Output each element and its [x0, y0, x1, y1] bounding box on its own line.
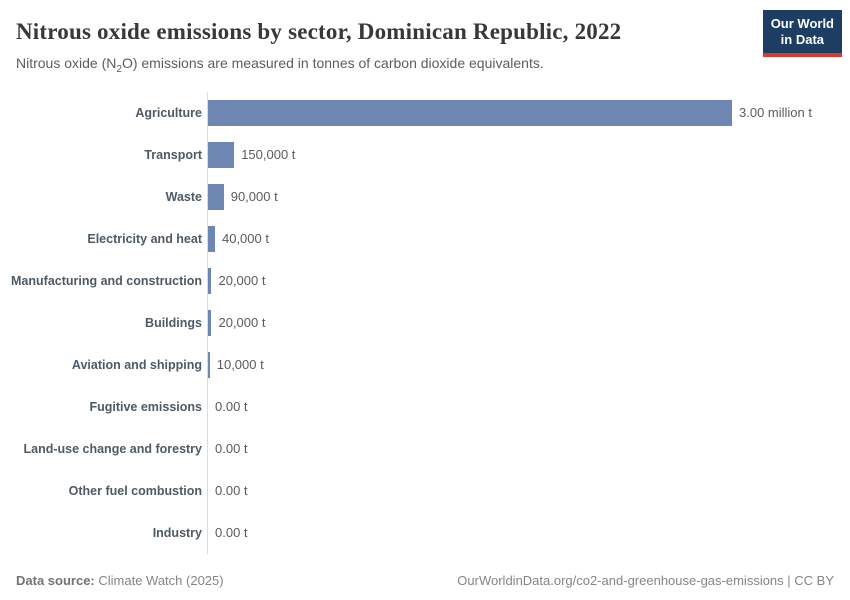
bar-row: Electricity and heat 40,000 t — [0, 217, 850, 260]
bar[interactable] — [208, 141, 235, 168]
bar-row: Fugitive emissions 0.00 t — [0, 385, 850, 428]
value-label: 40,000 t — [221, 231, 269, 247]
subtitle-text-prefix: Nitrous oxide (N — [16, 54, 117, 71]
bar-row: Land-use change and forestry 0.00 t — [0, 427, 850, 470]
bar-zone: 3.00 million t — [207, 91, 850, 134]
category-label: Industry — [152, 525, 202, 540]
bar-row: Waste 90,000 t — [0, 175, 850, 218]
subtitle-text-suffix: O) emissions are measured in tonnes of c… — [121, 54, 544, 71]
category-label: Land-use change and forestry — [23, 441, 202, 456]
category-label: Fugitive emissions — [89, 399, 202, 414]
owid-url-link[interactable]: OurWorldinData.org/co2-and-greenhouse-ga… — [457, 573, 834, 588]
value-label: 10,000 t — [216, 357, 264, 373]
bar[interactable] — [208, 183, 224, 210]
bar[interactable] — [208, 309, 212, 336]
data-source-value: Climate Watch (2025) — [94, 573, 224, 588]
bar-zone: 0.00 t — [207, 511, 850, 554]
bar-zone: 40,000 t — [207, 217, 850, 260]
bar-row: Other fuel combustion 0.00 t — [0, 469, 850, 512]
owid-logo-line1: Our World — [770, 16, 834, 31]
bar-row: Aviation and shipping 10,000 t — [0, 343, 850, 386]
bar-zone: 20,000 t — [207, 259, 850, 302]
value-label: 20,000 t — [218, 273, 266, 289]
category-label: Electricity and heat — [87, 231, 202, 246]
bar-zone: 10,000 t — [207, 343, 850, 386]
bar-row: Manufacturing and construction 20,000 t — [0, 259, 850, 302]
bar-row: Agriculture 3.00 million t — [0, 91, 850, 134]
bar[interactable] — [208, 225, 215, 252]
bar-zone: 0.00 t — [207, 385, 850, 428]
category-label: Buildings — [145, 315, 202, 330]
category-label: Manufacturing and construction — [11, 273, 202, 288]
chart-subtitle: Nitrous oxide (N2O) emissions are measur… — [16, 54, 754, 76]
bar[interactable] — [208, 99, 732, 126]
owid-logo-line2: in Data — [780, 31, 825, 47]
value-label: 0.00 t — [215, 483, 248, 499]
bar-zone: 0.00 t — [207, 469, 850, 512]
value-label: 0.00 t — [215, 399, 248, 415]
value-label: 0.00 t — [215, 441, 248, 457]
category-label: Waste — [165, 189, 202, 204]
page-title: Nitrous oxide emissions by sector, Domin… — [16, 19, 622, 44]
category-label: Agriculture — [135, 105, 202, 120]
chart-header: Nitrous oxide emissions by sector, Domin… — [0, 0, 850, 76]
category-label: Aviation and shipping — [71, 357, 202, 372]
bar-zone: 20,000 t — [207, 301, 850, 344]
bar-zone: 150,000 t — [207, 133, 850, 176]
bar[interactable] — [208, 351, 210, 378]
subtitle-subscript: 2 — [116, 63, 122, 75]
value-label: 90,000 t — [230, 189, 278, 205]
bar-row: Transport 150,000 t — [0, 133, 850, 176]
value-label: 0.00 t — [215, 525, 248, 541]
chart-footer: Data source: Climate Watch (2025) OurWor… — [16, 573, 834, 588]
value-label: 150,000 t — [241, 147, 296, 163]
category-label: Other fuel combustion — [68, 483, 202, 498]
bar-chart: Agriculture 3.00 million t Transport 150… — [0, 91, 850, 554]
data-source: Data source: Climate Watch (2025) — [16, 573, 224, 588]
bar-zone: 90,000 t — [207, 175, 850, 218]
bar-zone: 0.00 t — [207, 427, 850, 470]
value-label: 20,000 t — [218, 315, 266, 331]
bar-row: Buildings 20,000 t — [0, 301, 850, 344]
bar-row: Industry 0.00 t — [0, 511, 850, 554]
bar[interactable] — [208, 267, 212, 294]
owid-logo[interactable]: Our World in Data — [762, 10, 842, 58]
category-label: Transport — [144, 147, 202, 162]
value-label: 3.00 million t — [739, 105, 812, 121]
data-source-label: Data source: — [16, 573, 95, 588]
